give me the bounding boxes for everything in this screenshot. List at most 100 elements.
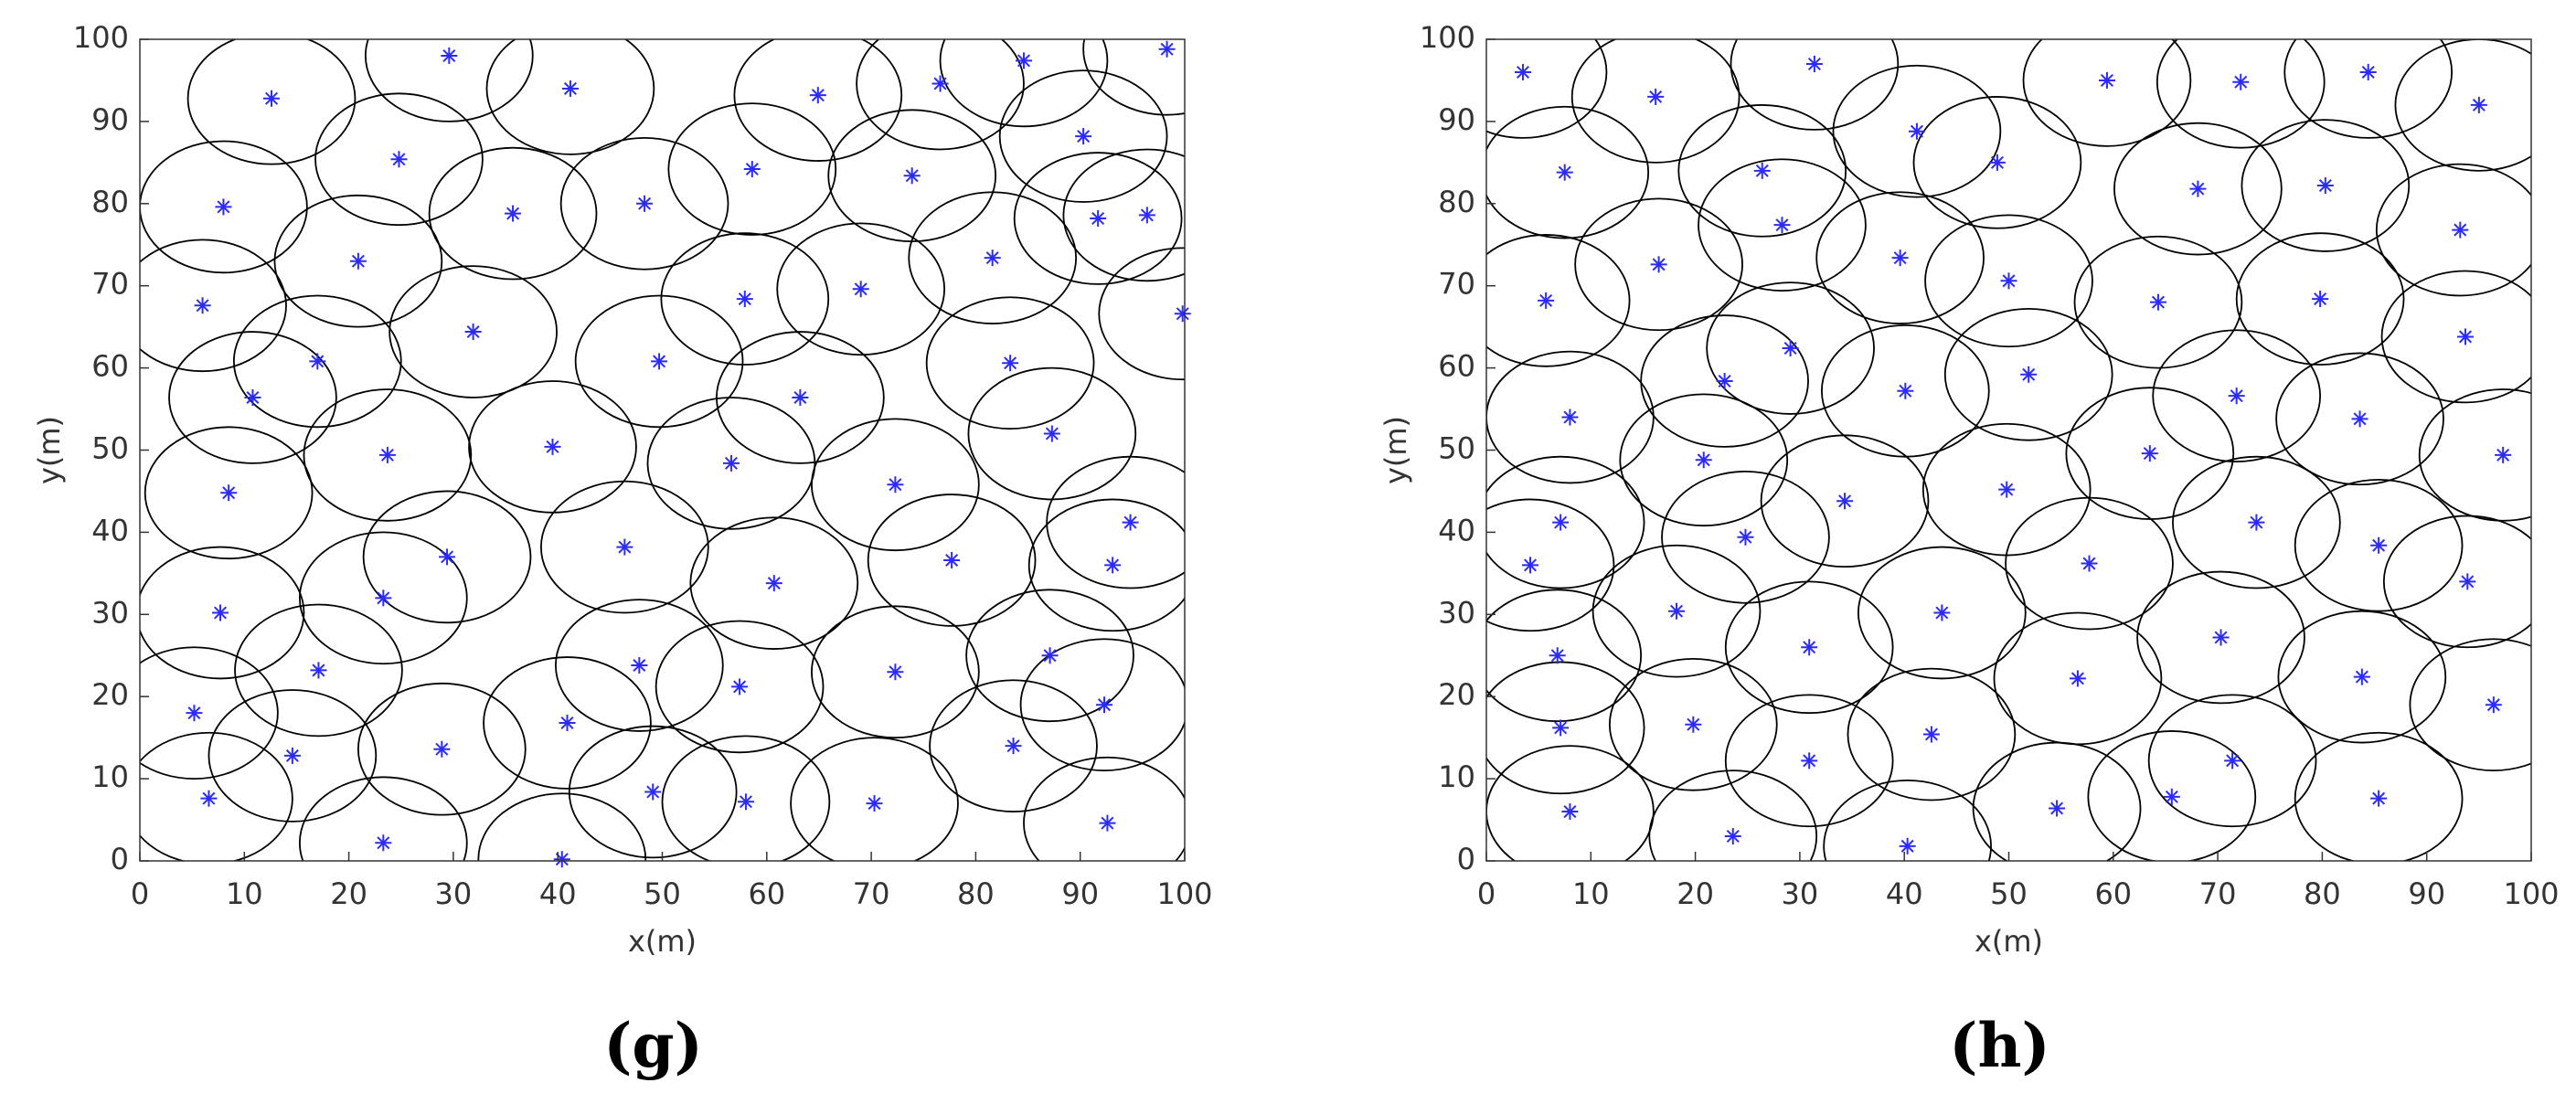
coverage-ring: [811, 605, 980, 739]
point: [651, 353, 668, 370]
coverage-ring: [303, 388, 473, 522]
y-tick-label: 40: [91, 513, 129, 547]
coverage-ring: [1486, 745, 1655, 861]
coverage-ring: [1046, 455, 1185, 589]
point: [2248, 514, 2265, 531]
point: [2189, 180, 2207, 197]
coverage-ring: [1730, 39, 1900, 131]
point: [2098, 71, 2115, 89]
coverage-ring: [1574, 197, 1743, 332]
coverage-ring: [660, 232, 830, 366]
point: [1041, 647, 1059, 664]
coverage-ring: [2147, 694, 2317, 828]
coverage-ring: [2275, 352, 2444, 486]
point: [1650, 256, 1667, 273]
point: [244, 388, 261, 406]
coverage-ring: [790, 737, 959, 861]
coverage-ring: [1486, 589, 1643, 723]
coverage-ring: [186, 39, 357, 165]
point: [186, 705, 203, 722]
y-tick-label: 90: [91, 102, 129, 137]
point: [2370, 536, 2388, 554]
point: [1522, 557, 1539, 574]
point: [1922, 726, 1940, 743]
coverage-ring: [925, 296, 1095, 430]
coverage-ring: [140, 140, 308, 274]
x-tick-label: 10: [226, 876, 263, 911]
y-tick-label: 70: [91, 267, 129, 302]
coverage-ring: [314, 92, 484, 227]
y-tick-label: 30: [91, 595, 129, 630]
point: [215, 198, 232, 216]
point: [1668, 602, 1686, 620]
coverage-ring: [2152, 329, 2322, 462]
point: [439, 548, 456, 566]
coverage-ring: [1640, 314, 1809, 448]
point: [2081, 555, 2098, 572]
y-axis-label: y(m): [1378, 416, 1413, 484]
y-tick-label: 10: [1438, 759, 1475, 794]
point: [903, 167, 921, 185]
point: [1158, 40, 1176, 58]
coverage-ring: [1486, 498, 1615, 632]
point: [1897, 382, 1914, 399]
coverage-ring: [2235, 232, 2405, 366]
point: [1005, 738, 1022, 755]
point: [1549, 647, 1566, 664]
coverage-ring: [939, 39, 1109, 128]
point: [2495, 446, 2512, 463]
y-tick-label: 0: [111, 842, 129, 876]
point: [765, 575, 782, 592]
point: [1122, 514, 1139, 531]
y-tick-label: 70: [1438, 267, 1475, 302]
point: [1647, 88, 1665, 105]
point: [1908, 122, 1925, 140]
point: [722, 454, 740, 472]
point: [792, 388, 809, 406]
coverage-ring: [389, 265, 558, 398]
coverage-ring: [2005, 496, 2174, 631]
x-axis-label: x(m): [1975, 924, 2043, 959]
coverage-ring: [1486, 350, 1655, 484]
y-tick-label: 0: [1457, 842, 1475, 876]
coverage-ring: [2113, 122, 2283, 256]
point: [309, 353, 326, 370]
coverage-ring: [733, 39, 903, 162]
point: [809, 87, 826, 104]
y-tick-label: 20: [91, 677, 129, 712]
coverage-ring: [140, 731, 293, 861]
coverage-ring: [140, 239, 287, 373]
point: [2459, 573, 2476, 590]
point: [2370, 790, 2388, 807]
point: [931, 75, 949, 92]
point: [866, 795, 883, 812]
x-tick-label: 80: [957, 876, 995, 911]
coverage-ring: [1062, 148, 1185, 282]
coverage-ring: [140, 646, 279, 780]
x-tick-label: 0: [131, 876, 149, 911]
point: [1891, 249, 1909, 267]
coverage-ring: [1486, 105, 1650, 239]
coverage-ring: [2418, 388, 2531, 522]
coverage-ring: [144, 426, 314, 560]
point: [2141, 445, 2158, 462]
coverage-ring: [1486, 39, 1608, 139]
point: [2485, 696, 2502, 714]
point: [1695, 451, 1712, 469]
coverage-ring: [1027, 498, 1185, 632]
point: [1104, 557, 1122, 574]
point: [631, 657, 648, 674]
x-tick-label: 20: [330, 876, 367, 911]
coverage-ring: [867, 494, 1037, 627]
coverage-ring: [2294, 731, 2464, 861]
coverage-ring: [2241, 119, 2411, 252]
point: [1899, 837, 1916, 855]
coverage-ring: [168, 331, 337, 464]
point: [1801, 752, 1818, 770]
y-tick-label: 90: [1438, 102, 1475, 137]
plot-area: [1486, 39, 2531, 861]
coverage-ring: [1912, 96, 2082, 229]
point: [1090, 209, 1107, 227]
x-tick-label: 90: [2408, 876, 2445, 911]
coverage-ring: [998, 69, 1168, 203]
